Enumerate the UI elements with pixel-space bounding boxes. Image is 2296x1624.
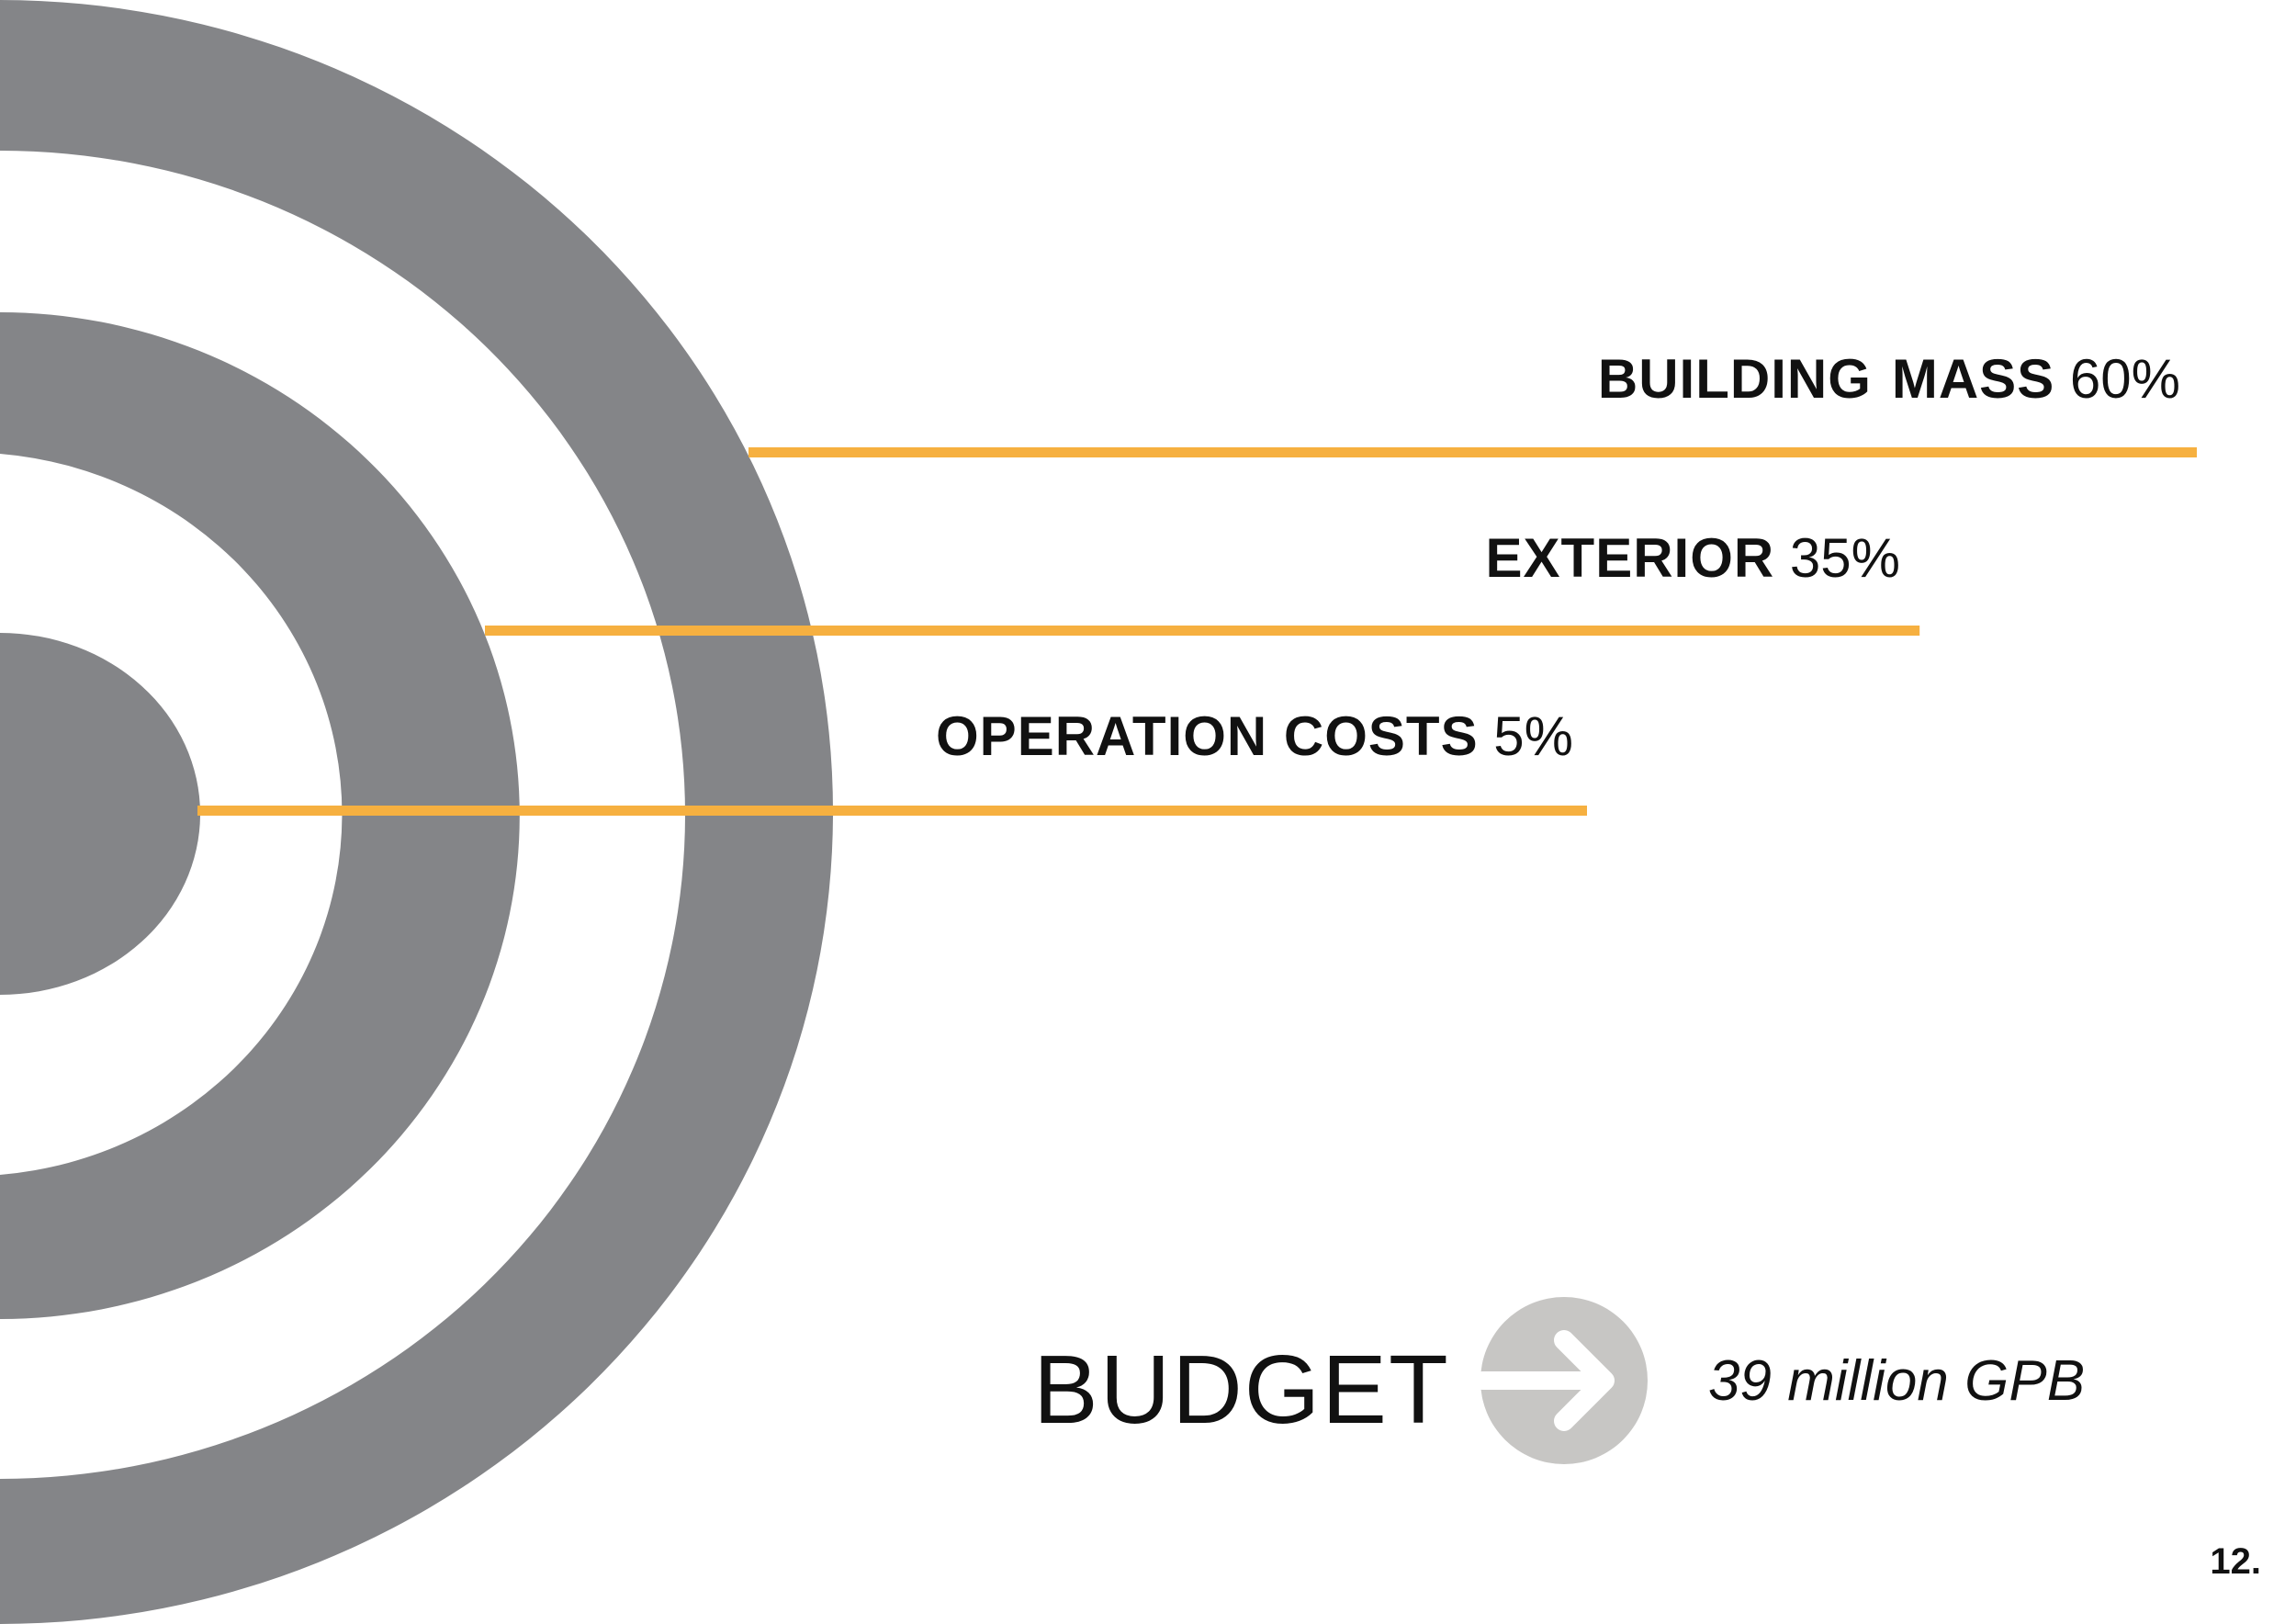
operation-name: OPERATION COSTS <box>936 705 1479 767</box>
page-number: 12. <box>2210 1541 2261 1582</box>
middle-ring <box>0 312 520 1319</box>
exterior-value: 35% <box>1789 527 1900 589</box>
label-building-mass: BUILDING MASS 60% <box>1598 352 2180 407</box>
bar-operation-costs <box>197 806 1587 816</box>
arrow-right-circle-icon <box>1473 1297 1648 1464</box>
label-exterior: EXTERIOR 35% <box>1486 531 1900 586</box>
building-mass-name: BUILDING <box>1597 348 1872 410</box>
bar-building-mass <box>748 447 2197 457</box>
inner-semicircle <box>0 633 200 995</box>
building-mass-name-2: MASS <box>1891 348 2055 410</box>
label-operation-costs: OPERATION COSTS 5% <box>936 709 1573 764</box>
budget-title: BUDGET <box>1033 1336 1450 1444</box>
outer-ring <box>0 0 833 1624</box>
budget-value: 39 million GPB <box>1708 1349 2086 1413</box>
bar-exterior <box>485 626 1920 636</box>
building-mass-value: 60% <box>2069 348 2180 410</box>
operation-value: 5% <box>1493 705 1573 767</box>
exterior-name: EXTERIOR <box>1485 527 1775 589</box>
